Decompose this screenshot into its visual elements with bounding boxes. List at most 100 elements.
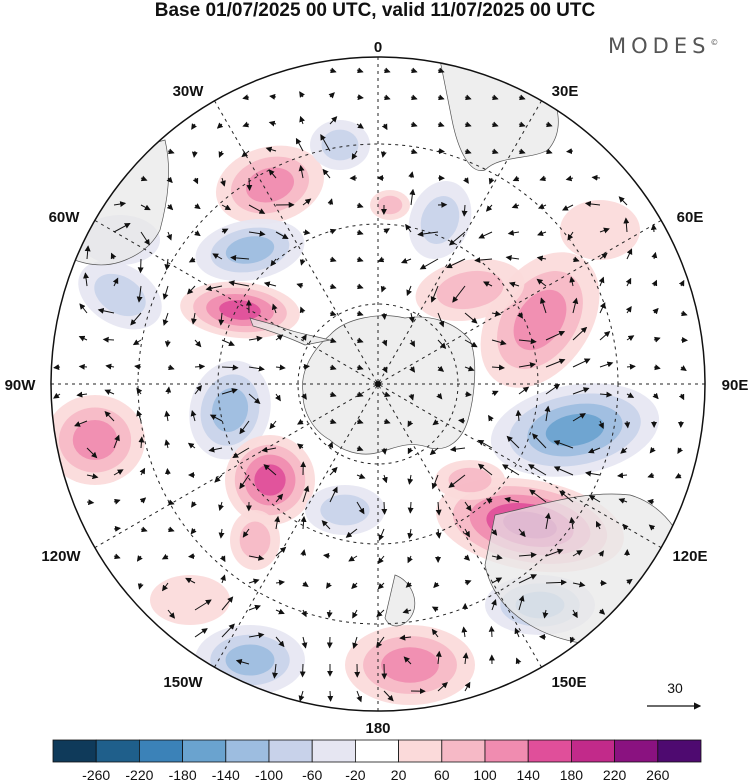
- wind-arrow: [529, 489, 547, 503]
- wind-arrow: [329, 391, 337, 398]
- wind-arrow: [301, 636, 308, 649]
- wind-arrow: [356, 122, 364, 129]
- wind-arrow: [572, 609, 578, 619]
- wind-arrow: [536, 255, 547, 262]
- wind-arrow: [329, 283, 337, 290]
- wind-arrow: [648, 524, 656, 531]
- wind-arrow: [377, 256, 385, 263]
- wind-arrow: [566, 148, 574, 155]
- wind-arrow: [299, 115, 305, 125]
- wind-arrow: [595, 520, 602, 530]
- wind-arrow: [674, 472, 682, 479]
- wind-arrow: [136, 285, 143, 303]
- wind-arrow: [161, 553, 169, 560]
- wind-arrow: [478, 231, 493, 239]
- wind-arrow: [132, 339, 142, 346]
- wind-arrow: [242, 121, 250, 128]
- anomaly-contour: [150, 575, 230, 625]
- wind-arrow: [491, 390, 499, 397]
- lon-label-30w: 30W: [173, 83, 205, 100]
- wind-arrow: [518, 574, 538, 584]
- wind-arrow: [491, 577, 503, 584]
- wind-arrow: [187, 442, 196, 449]
- colorbar-tick-label: 260: [646, 767, 670, 783]
- wind-arrow: [432, 419, 440, 426]
- wind-arrow: [449, 446, 466, 453]
- wind-arrow: [356, 229, 364, 236]
- wind-arrow: [194, 203, 201, 210]
- wind-arrow: [545, 148, 553, 155]
- wind-arrow: [356, 94, 364, 101]
- wind-arrow: [532, 433, 547, 449]
- graticule: [51, 57, 705, 711]
- lon-label-60e: 60E: [677, 209, 704, 226]
- wind-arrow: [79, 303, 88, 314]
- lon-label-120w: 120W: [41, 548, 81, 565]
- wind-arrow: [437, 94, 445, 101]
- wind-arrow: [275, 393, 281, 402]
- anomaly-contour: [225, 236, 275, 264]
- wind-arrow: [191, 123, 197, 130]
- wind-arrow: [248, 335, 263, 342]
- wind-arrow: [205, 285, 223, 292]
- wind-arrow: [430, 285, 439, 303]
- wind-arrow: [352, 636, 359, 649]
- wind-arrow: [383, 418, 391, 425]
- wind-arrow: [569, 276, 576, 287]
- wind-arrow: [78, 363, 88, 370]
- wind-arrow: [162, 285, 169, 300]
- wind-arrow: [464, 579, 472, 586]
- wind-arrow: [219, 555, 226, 563]
- wind-arrow: [461, 626, 468, 638]
- wind-arrow: [618, 498, 628, 504]
- colorbar-swatch: [571, 739, 616, 763]
- wind-arrow: [652, 307, 659, 315]
- wind-arrow: [274, 515, 281, 530]
- wind-arrow: [528, 464, 547, 476]
- wind-arrow: [351, 150, 358, 160]
- wind-arrow: [164, 258, 171, 271]
- wind-arrow: [230, 254, 250, 261]
- wind-arrow: [407, 474, 414, 485]
- wind-arrow: [409, 188, 416, 206]
- wind-arrow: [329, 228, 337, 235]
- wind-arrow: [275, 546, 287, 557]
- wind-arrow: [653, 336, 661, 343]
- wind-arrow: [572, 549, 583, 557]
- wind-arrow: [680, 310, 688, 317]
- map-border: [50, 56, 706, 712]
- wind-arrow: [194, 363, 206, 370]
- wind-arrow: [380, 150, 387, 158]
- colorbar-swatch: [614, 739, 659, 763]
- colorbar-swatch: [311, 739, 356, 763]
- wind-arrow: [572, 256, 580, 263]
- anomaly-contour: [545, 413, 605, 447]
- wind-arrow: [300, 334, 307, 341]
- wind-arrow: [572, 413, 586, 422]
- wind-arrow: [241, 150, 250, 158]
- wind-arrow: [537, 230, 547, 237]
- wind-arrow: [626, 248, 633, 260]
- wind-arrow: [408, 393, 415, 401]
- wind-arrow: [137, 582, 144, 590]
- wind-arrow: [190, 410, 197, 422]
- colorbar-tick-label: 100: [473, 767, 497, 783]
- wind-arrow: [139, 497, 147, 504]
- wind-arrow: [356, 418, 364, 425]
- wind-arrow: [299, 258, 306, 266]
- wind-arrow: [446, 258, 466, 269]
- colorbar-swatch: [52, 739, 97, 763]
- wind-arrow: [191, 312, 197, 325]
- wind-arrow: [192, 177, 199, 185]
- wind-arrow: [680, 365, 687, 371]
- wind-arrow: [218, 312, 225, 326]
- wind-arrow: [191, 501, 197, 508]
- wind-arrow: [113, 223, 131, 233]
- wind-arrow: [302, 229, 311, 236]
- colorbar-tick-label: 140: [517, 767, 541, 783]
- wind-arrow: [326, 609, 333, 619]
- wind-arrow: [83, 272, 90, 287]
- wind-arrow: [302, 198, 312, 206]
- wind-arrow: [553, 440, 574, 449]
- wind-arrow: [491, 121, 499, 128]
